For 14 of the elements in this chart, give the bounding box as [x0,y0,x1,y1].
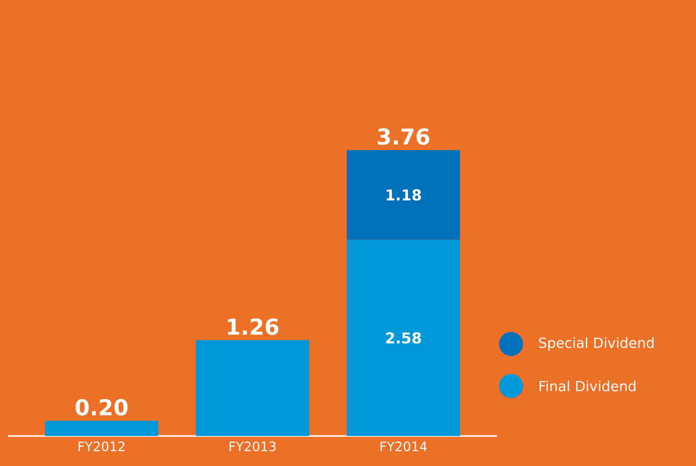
total-label: 3.76 [378,128,430,145]
bar [44,420,158,436]
legend-label: Special Dividend [539,337,654,351]
data-label: 1.18 [386,189,421,201]
x-tick-label: FY2012 [78,442,124,452]
total-label: 1.26 [228,318,278,335]
x-tick-label: FY2014 [380,442,427,452]
data-label: 2.58 [386,332,421,344]
bar [196,340,310,436]
bar [346,150,460,240]
x-tick-label: FY2013 [230,442,276,452]
total-label: 0.20 [76,399,128,416]
bar [346,240,460,436]
legend-label: Final Dividend [540,380,636,392]
